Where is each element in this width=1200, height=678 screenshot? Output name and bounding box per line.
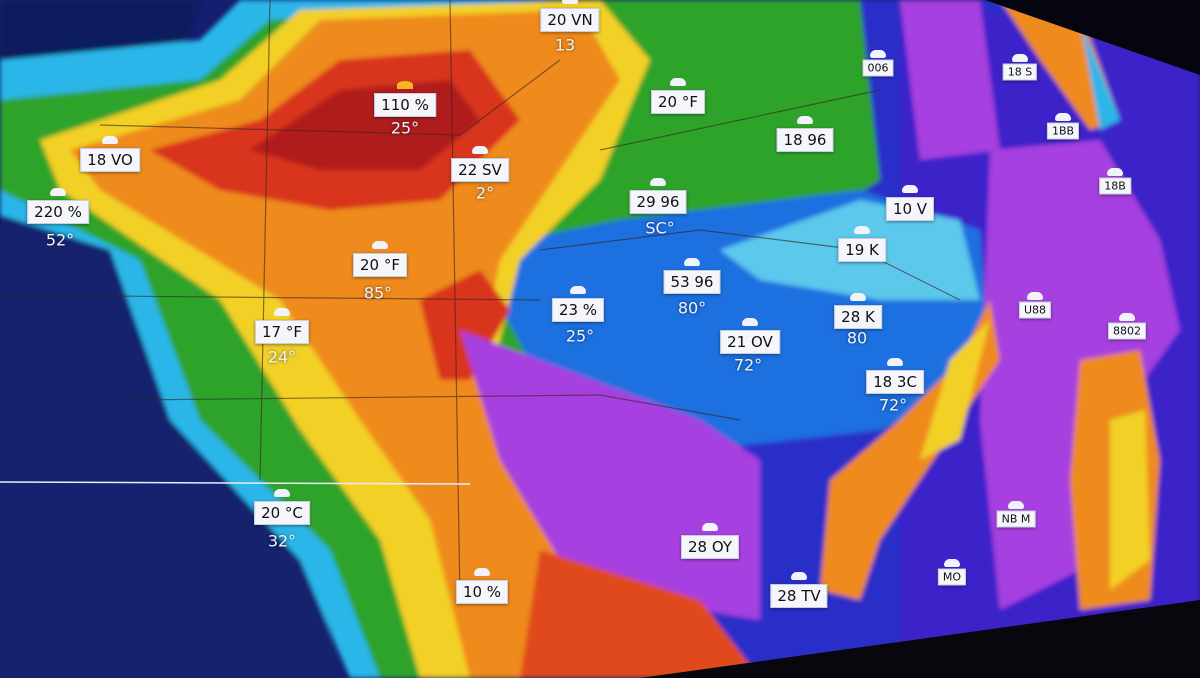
cloud-icon <box>854 226 870 234</box>
forecast-sub-value: 80 <box>846 328 868 348</box>
cloud-icon <box>1055 113 1071 121</box>
cloud-icon <box>102 136 118 144</box>
forecast-label: 17 °F <box>255 320 309 344</box>
forecast-sub-value: 32° <box>267 531 297 551</box>
forecast-sub-value: 72° <box>733 355 763 375</box>
cyan-streak-north <box>1080 20 1120 130</box>
forecast-sub-value: 52° <box>45 230 75 250</box>
forecast-label: 18 3C <box>866 370 924 394</box>
cloud-icon <box>472 146 488 154</box>
forecast-sub-value: 24° <box>267 347 297 367</box>
forecast-label: 10 % <box>455 580 509 604</box>
cloud-icon <box>1012 54 1028 62</box>
forecast-label: 19 K <box>838 238 886 262</box>
forecast-sub-value: 2° <box>475 183 495 203</box>
forecast-sub-value: 25° <box>565 326 595 346</box>
forecast-label: 28 K <box>834 305 882 329</box>
forecast-label: 28 TV <box>770 584 828 608</box>
latitude-line <box>0 481 471 485</box>
forecast-sub-value: 25° <box>390 118 420 138</box>
cloud-icon <box>902 185 918 193</box>
cloud-icon <box>702 523 718 531</box>
forecast-label: 22 SV <box>451 158 509 182</box>
cloud-icon <box>944 559 960 567</box>
forecast-label: 29 96 <box>629 190 687 214</box>
forecast-label: 28 OY <box>680 535 740 559</box>
forecast-sub-value: 85° <box>363 283 393 303</box>
cloud-icon <box>670 78 686 86</box>
forecast-label: 23 % <box>551 298 605 322</box>
red-zone-south <box>420 270 510 380</box>
sun-icon <box>397 81 413 89</box>
forecast-label: 1BB <box>1046 122 1080 140</box>
forecast-label: 8802 <box>1108 322 1146 340</box>
forecast-label: 18 VO <box>80 148 140 172</box>
ocean-west <box>0 200 340 678</box>
yellow-streak-far-east <box>1110 410 1150 590</box>
forecast-label: 10 V <box>885 197 935 221</box>
forecast-label: MO <box>937 568 967 586</box>
cloud-icon <box>1027 292 1043 300</box>
cloud-icon <box>474 568 490 576</box>
red-zone-southwest <box>520 550 760 678</box>
forecast-label: 20 °F <box>651 90 705 114</box>
forecast-label: U88 <box>1018 301 1052 319</box>
cloud-icon <box>50 188 66 196</box>
forecast-label: 18 S <box>1002 63 1038 81</box>
forecast-label: 20 °C <box>254 501 310 525</box>
cloud-icon <box>684 258 700 266</box>
cloud-icon <box>870 50 886 58</box>
cloud-icon <box>797 116 813 124</box>
forecast-sub-value: 13 <box>554 35 576 55</box>
forecast-label: 20 VN <box>540 8 600 32</box>
cloud-icon <box>850 293 866 301</box>
forecast-sub-value: SC° <box>645 218 675 238</box>
border-lines <box>0 0 961 601</box>
cloud-icon <box>570 286 586 294</box>
yellow-streak-east <box>920 320 990 460</box>
purple-zone-north <box>900 0 1000 160</box>
forecast-label: 110 % <box>374 93 436 117</box>
cloud-icon <box>791 572 807 580</box>
forecast-sub-value: 72° <box>878 395 908 415</box>
forecast-label: 20 °F <box>353 253 407 277</box>
forecast-label: 220 % <box>27 200 89 224</box>
screen-bezel-top <box>985 0 1200 75</box>
cloud-icon <box>562 0 578 4</box>
cloud-icon <box>274 308 290 316</box>
cloud-icon <box>650 178 666 186</box>
forecast-label: NB M <box>996 510 1036 528</box>
orange-streak-north <box>1000 0 1120 130</box>
forecast-label: 18 96 <box>776 128 834 152</box>
forecast-label: 53 96 <box>663 270 721 294</box>
forecast-label: 21 OV <box>720 330 780 354</box>
cloud-icon <box>887 358 903 366</box>
cloud-icon <box>274 489 290 497</box>
cloud-icon <box>1119 313 1135 321</box>
cloud-icon <box>1107 168 1123 176</box>
screen-bezel-bottom <box>640 600 1200 678</box>
cloud-icon <box>1008 501 1024 509</box>
cloud-icon <box>742 318 758 326</box>
cloud-icon <box>372 241 388 249</box>
forecast-sub-value: 80° <box>677 298 707 318</box>
forecast-label: 18B <box>1099 177 1131 195</box>
forecast-label: 006 <box>862 59 894 77</box>
